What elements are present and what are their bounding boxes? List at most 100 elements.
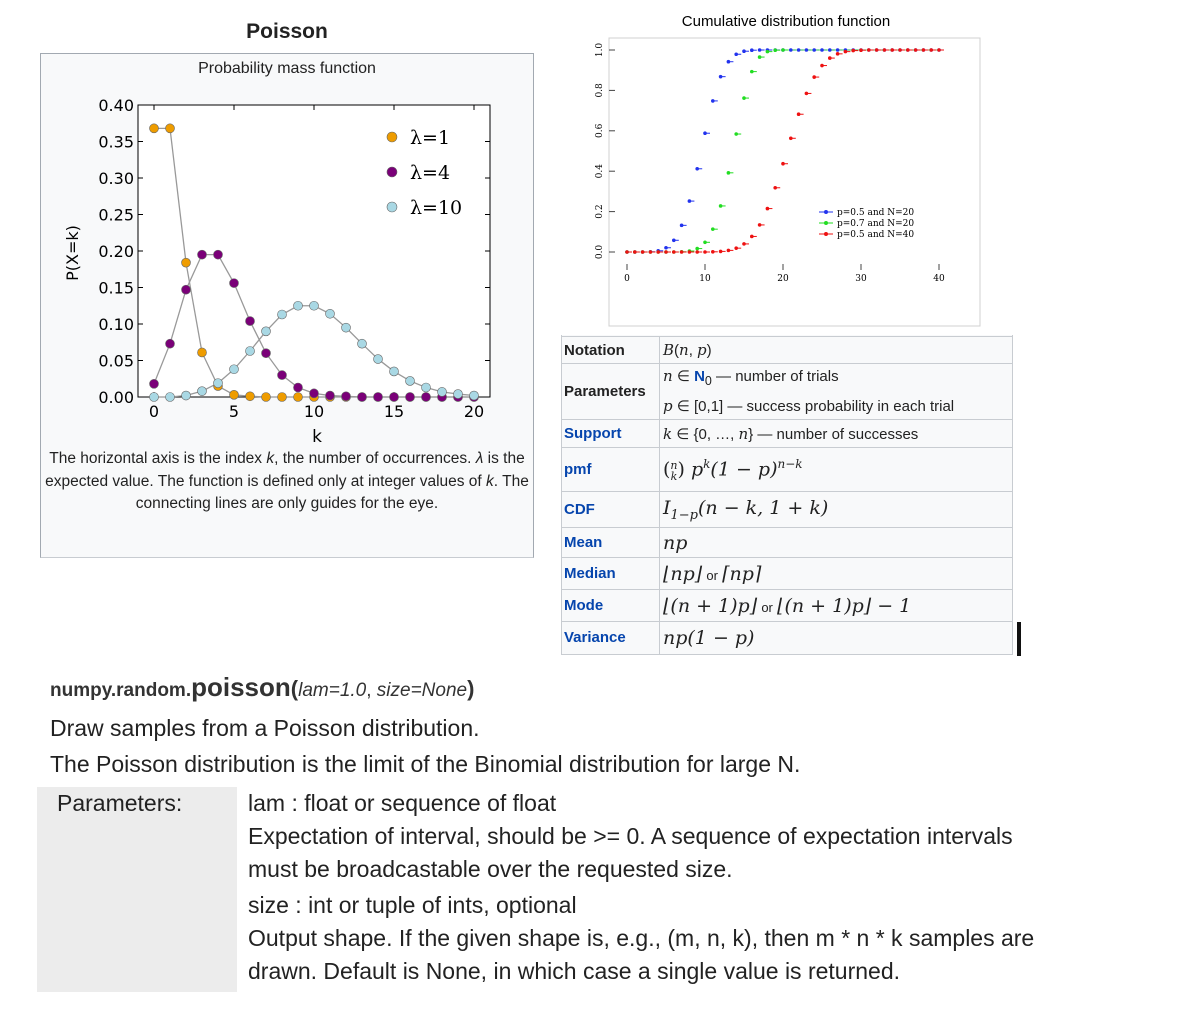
cdf-point: [711, 227, 715, 231]
pmf-point: [277, 309, 287, 320]
value-mean: np: [659, 527, 1013, 558]
row-variance: Variance np(1 − p): [561, 621, 1013, 654]
pmf-point: [229, 364, 239, 375]
cdf-point: [757, 223, 762, 227]
cdf-point: [851, 48, 855, 53]
value-notation: B(n, p): [659, 336, 1013, 364]
cdf-point: [633, 250, 637, 254]
pmf-point: [309, 388, 319, 399]
cdf-chart: Cumulative distribution function 0.0 0.2 0…: [561, 9, 1013, 335]
cdf-point: [718, 249, 723, 254]
cdf-point: [812, 48, 816, 52]
pmf-point: [197, 386, 207, 396]
cdf-point: [789, 136, 793, 141]
cdf-point: [781, 161, 785, 166]
label-variance[interactable]: Variance: [561, 621, 660, 654]
cdf-legend-marker: [824, 210, 828, 214]
cdf-point: [672, 250, 676, 254]
cdf-point: [695, 250, 699, 254]
cdf-ytick-label: 0.6: [595, 123, 605, 138]
pmf-title: Probability mass function: [198, 60, 376, 77]
cdf-point: [921, 48, 926, 52]
label-pmf[interactable]: pmf: [561, 447, 660, 492]
cdf-point: [882, 48, 887, 52]
cdf-point: [718, 204, 723, 208]
pmf-chart: 0.00 0.05 0.10 0.15 0.20 0.25 0.30 0.35 0.40 0 5 1…: [63, 96, 491, 445]
cdf-point: [796, 112, 801, 117]
cdf-point: [874, 48, 879, 52]
label-parameters: Parameters: [561, 363, 660, 420]
cdf-point: [711, 249, 715, 254]
poisson-title: Poisson: [246, 20, 328, 43]
pmf-ytick-label: 0.25: [98, 206, 134, 225]
param-lam-description-cont: must be broadcastable over the requested…: [248, 856, 733, 882]
pmf-ytick-label: 0.20: [98, 242, 134, 261]
pmf-point: [293, 392, 303, 402]
cdf-point: [656, 250, 660, 254]
pmf-point: [469, 390, 479, 401]
label-support[interactable]: Support: [561, 419, 660, 448]
pmf-xtick-label: 15: [384, 402, 404, 421]
cdf-point: [843, 49, 848, 54]
cdf-point: [781, 48, 785, 52]
cdf-point: [765, 49, 770, 54]
pmf-point: [213, 249, 223, 260]
pmf-xtick-label: 5: [229, 402, 239, 421]
cdf-point: [820, 48, 824, 52]
pmf-legend: λ=1 λ=4 λ=10: [386, 127, 462, 219]
cdf-legend-label: p=0.7 and N=20: [837, 219, 914, 229]
row-pmf: pmf (n k) pk(1 − p)n−k: [561, 447, 1013, 492]
pmf-ylabel: P(X=k): [63, 225, 82, 281]
extended-summary: The Poisson distribution is the limit of…: [50, 751, 801, 777]
cdf-point: [726, 248, 731, 253]
cdf-point: [640, 250, 645, 254]
pmf-legend-label: λ=1: [410, 127, 450, 149]
cdf-point: [711, 99, 715, 103]
cdf-legend: p=0.5 and N=20p=0.7 and N=20p=0.5 and N=…: [819, 208, 914, 240]
pmf-point: [149, 392, 159, 402]
pmf-point: [261, 392, 271, 402]
pmf-ytick-label: 0.30: [98, 169, 134, 188]
cdf-point: [906, 48, 910, 52]
parameters-label: Parameters:: [57, 790, 183, 816]
cdf-legend-marker: [824, 232, 828, 236]
pmf-point: [213, 378, 223, 388]
pmf-legend-marker: [386, 131, 398, 143]
row-cdf: CDF I1−p(n − k, 1 + k): [561, 491, 1013, 528]
pmf-point: [229, 390, 239, 400]
row-notation: Notation B(n, p): [561, 336, 1013, 364]
cdf-point: [695, 246, 699, 251]
cdf-xtick-label: 0: [624, 274, 630, 284]
pmf-point: [341, 391, 351, 402]
pmf-point: [389, 366, 399, 377]
label-median[interactable]: Median: [561, 557, 660, 590]
cdf-legend-label: p=0.5 and N=40: [837, 230, 914, 240]
pmf-point: [405, 392, 415, 402]
label-mode[interactable]: Mode: [561, 589, 660, 622]
cdf-point: [765, 206, 770, 211]
summary-text: Draw samples from a Poisson distribution…: [50, 715, 480, 741]
cdf-point: [734, 246, 738, 250]
pmf-ytick-label: 0.00: [98, 388, 134, 407]
parameters-label-cell: [37, 787, 237, 992]
cdf-xtick-label: 10: [699, 274, 711, 284]
cdf-point: [742, 49, 746, 54]
cdf-ytick-label: 0.4: [595, 164, 605, 179]
cdf-point: [937, 48, 941, 52]
pmf-ytick-label: 0.05: [98, 352, 134, 371]
pmf-xtick-label: 20: [464, 402, 484, 421]
label-cdf[interactable]: CDF: [561, 491, 660, 528]
cdf-point: [890, 48, 894, 52]
value-mode: ⌊(n + 1)p⌋ or ⌊(n + 1)p⌋ − 1: [659, 589, 1013, 622]
cdf-ytick-label: 0.0: [595, 245, 605, 260]
cdf-point: [679, 250, 684, 254]
pmf-point: [277, 370, 287, 380]
cdf-point: [796, 48, 801, 52]
row-mean: Mean np: [561, 527, 1013, 558]
label-mean[interactable]: Mean: [561, 527, 660, 558]
pmf-xtick-label: 0: [149, 402, 159, 421]
cdf-point: [835, 52, 840, 56]
cdf-point: [812, 75, 816, 79]
cdf-point: [672, 238, 676, 243]
param-lam-signature: lam : float or sequence of float: [248, 790, 557, 816]
